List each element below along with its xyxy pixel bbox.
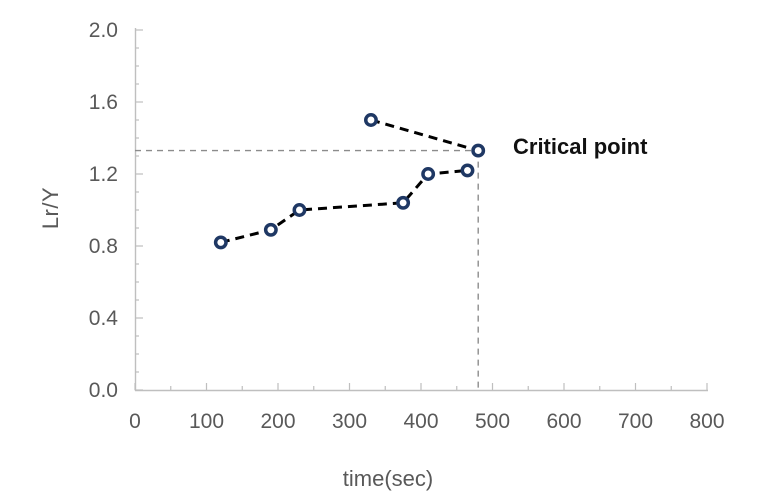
x-axis-title: time(sec)	[342, 466, 434, 491]
x-tick-label: 100	[189, 410, 224, 433]
data-point-marker	[213, 235, 228, 250]
y-tick-label: 1.6	[89, 91, 118, 114]
y-tick-label: 2.0	[89, 19, 118, 42]
y-tick-label: 1.2	[89, 163, 118, 186]
x-tick-label: 400	[403, 410, 438, 433]
y-axis-title: Lr/Y	[38, 186, 63, 230]
series-line-post-critical	[370, 118, 479, 153]
x-tick-label: 500	[475, 410, 510, 433]
critical-point-label: Critical point	[513, 134, 648, 159]
data-point-marker	[364, 113, 378, 127]
data-point-marker	[421, 167, 436, 181]
x-tick-label: 300	[332, 410, 367, 433]
x-tick-label: 200	[260, 410, 295, 433]
x-tick-label: 800	[689, 410, 724, 433]
y-tick-label: 0.0	[89, 379, 118, 402]
data-point-marker	[460, 163, 475, 178]
x-tick-label: 700	[618, 410, 653, 433]
x-tick-label: 600	[546, 410, 581, 433]
y-tick-label: 0.8	[89, 235, 118, 258]
data-point-marker	[396, 195, 411, 210]
series-line-pre-critical	[220, 168, 468, 244]
y-tick-label: 0.4	[89, 307, 119, 330]
data-point-marker	[292, 203, 307, 217]
data-point-marker	[263, 222, 278, 237]
x-tick-label: 0	[129, 410, 141, 433]
data-point-marker	[471, 143, 486, 158]
